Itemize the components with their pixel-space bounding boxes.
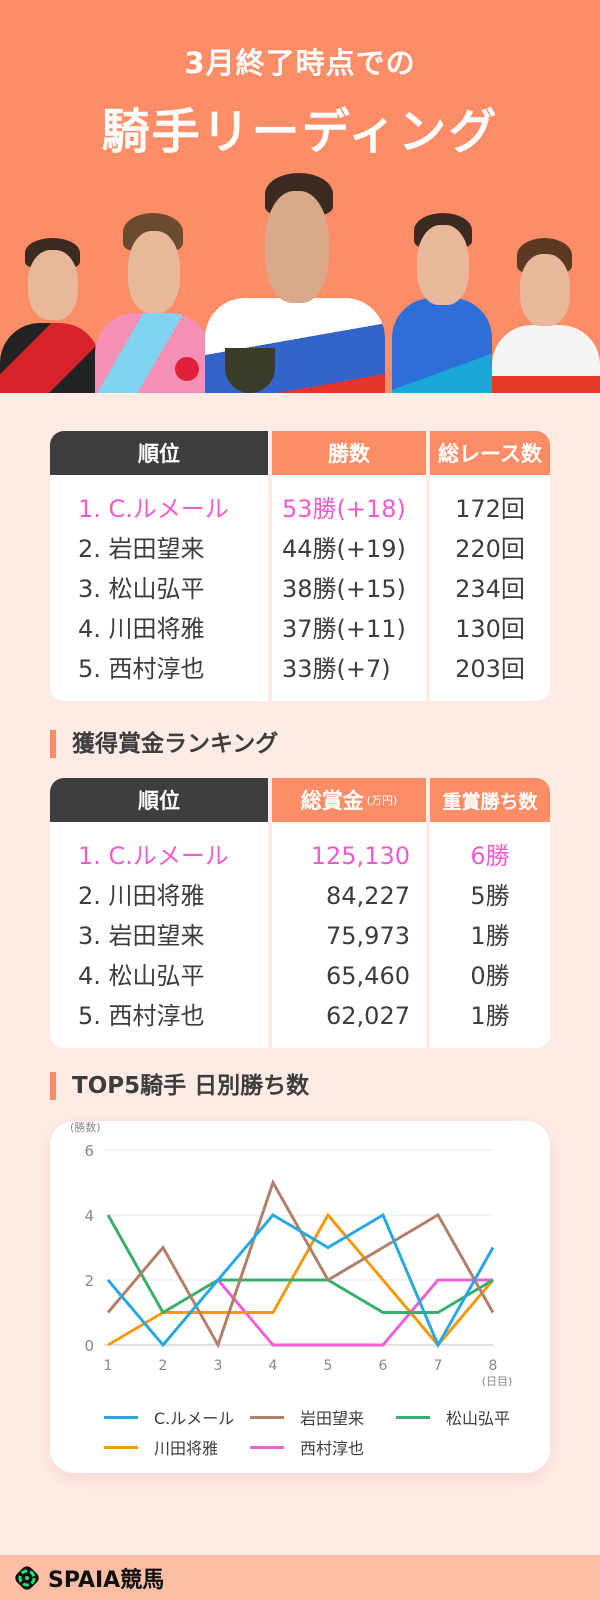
hero-banner: 3月終了時点での 騎手リーディング [0, 0, 600, 393]
x-tick-label: 7 [434, 1358, 443, 1374]
jockey-photo-2 [95, 213, 210, 393]
wins-table: 順位 勝数 総レース数 1. C.ルメール 2. 岩田望来 3. 松山弘平 4.… [50, 431, 550, 701]
y-tick-label: 0 [84, 1337, 94, 1355]
table-row-rank: 2. 岩田望来 [78, 535, 205, 563]
x-tick-label: 5 [324, 1358, 333, 1374]
hero-title: 騎手リーディング [101, 104, 499, 160]
table-row-rank: 3. 松山弘平 [78, 575, 205, 603]
table-row-rank: 1. C.ルメール [78, 495, 229, 523]
table-row-rank: 4. 川田将雅 [78, 615, 205, 643]
chart-section-title: TOP5騎手 日別勝ち数 [50, 1072, 309, 1100]
table-row-rank: 1. C.ルメール [78, 842, 229, 870]
series-line [106, 1212, 495, 1349]
legend-swatch [250, 1445, 284, 1449]
prize-table: 順位 総賞金 (万円) 重賞勝ち数 1. C.ルメール 2. 川田将雅 3. 岩田… [50, 778, 550, 1048]
header-total-prize: 総賞金 (万円) [272, 778, 426, 822]
table-row-wins: 44勝(+19) [282, 535, 406, 563]
table-row-races: 203回 [455, 655, 525, 683]
y-axis-label: (勝数) [70, 1121, 101, 1134]
table-row-wins: 37勝(+11) [282, 615, 406, 643]
header-rank: 順位 [50, 431, 268, 475]
table-row-graded: 6勝 [470, 842, 510, 870]
spaia-logo-icon [15, 1565, 39, 1590]
table-row-graded: 1勝 [470, 922, 510, 950]
prize-column: 125,130 84,227 75,973 65,460 62,027 [272, 822, 426, 1048]
x-tick-label: 3 [214, 1358, 223, 1374]
x-tick-label: 1 [104, 1358, 113, 1374]
header-total-prize-label: 総賞金 [300, 789, 364, 813]
legend-swatch [396, 1415, 430, 1419]
table-row-races: 220回 [455, 535, 525, 563]
legend-label: 岩田望来 [300, 1409, 365, 1428]
x-tick-label: 6 [379, 1358, 388, 1374]
jockey-photo-3 [205, 173, 385, 393]
table-row-prize: 62,027 [326, 1002, 410, 1030]
wins-table-header: 順位 勝数 総レース数 [50, 431, 550, 475]
jockey-photo-5 [492, 238, 600, 393]
table-row-rank: 4. 松山弘平 [78, 962, 205, 990]
legend-item: C.ルメール [104, 1405, 234, 1429]
graded-column: 6勝 5勝 1勝 0勝 1勝 [430, 822, 550, 1048]
legend-item: 川田将雅 [104, 1435, 218, 1459]
legend-label: 川田将雅 [154, 1439, 219, 1458]
jockey-photo-1 [0, 238, 100, 393]
y-tick-label: 6 [84, 1142, 94, 1160]
legend-item: 岩田望来 [250, 1405, 364, 1429]
table-row-races: 234回 [455, 575, 525, 603]
table-row-rank: 5. 西村淳也 [78, 655, 205, 683]
table-row-rank: 2. 川田将雅 [78, 882, 205, 910]
table-row-graded: 1勝 [470, 1002, 510, 1030]
table-row-prize: 75,973 [326, 922, 410, 950]
table-row-wins: 38勝(+15) [282, 575, 406, 603]
header-wins: 勝数 [272, 431, 426, 475]
table-row-prize: 65,460 [326, 962, 410, 990]
table-row-rank: 3. 岩田望来 [78, 922, 205, 950]
line-chart: (勝数) 0 2 4 6 1 2 3 4 5 6 7 8(日目) [70, 1121, 513, 1388]
table-row-races: 172回 [455, 495, 525, 523]
table-row-wins: 53勝(+18) [282, 495, 406, 523]
jockey-photo-4 [392, 213, 492, 393]
table-row-prize: 84,227 [326, 882, 410, 910]
hero-subtitle: 3月終了時点での [184, 46, 416, 80]
rank-column: 1. C.ルメール 2. 岩田望来 3. 松山弘平 4. 川田将雅 5. 西村淳… [50, 475, 268, 701]
series-line [216, 1278, 493, 1347]
legend-label: 西村淳也 [300, 1439, 365, 1458]
table-row-wins: 33勝(+7) [282, 655, 391, 683]
spaia-logo-text: SPAIA競馬 [48, 1567, 165, 1593]
legend-item: 西村淳也 [250, 1435, 364, 1459]
legend-label: C.ルメール [154, 1409, 235, 1428]
rank-column: 1. C.ルメール 2. 川田将雅 3. 岩田望来 4. 松山弘平 5. 西村淳… [50, 822, 268, 1048]
y-tick-label: 4 [84, 1207, 94, 1225]
x-tick-label: 2 [159, 1358, 168, 1374]
header-unit: (万円) [366, 794, 398, 807]
legend-label: 松山弘平 [446, 1409, 511, 1428]
table-row-rank: 5. 西村淳也 [78, 1002, 205, 1030]
legend-item: 松山弘平 [396, 1405, 510, 1429]
prize-section-title: 獲得賞金ランキング [50, 730, 278, 758]
legend-swatch [104, 1445, 138, 1449]
table-row-races: 130回 [455, 615, 525, 643]
series-line [107, 1212, 495, 1348]
prize-table-header: 順位 総賞金 (万円) 重賞勝ち数 [50, 778, 550, 822]
table-row-graded: 0勝 [470, 962, 510, 990]
legend-swatch [104, 1415, 138, 1419]
series-line [106, 1214, 494, 1315]
legend-swatch [250, 1415, 284, 1419]
chart-card: (勝数) 0 2 4 6 1 2 3 4 5 6 7 8 (日目) [50, 1121, 550, 1473]
header-graded-wins: 重賞勝ち数 [430, 778, 550, 822]
header-total-races: 総レース数 [430, 431, 550, 475]
x-axis-label: (日目) [482, 1375, 513, 1388]
x-tick-label: 8 [489, 1358, 498, 1374]
footer: SPAIA競馬 [0, 1555, 600, 1600]
wins-column: 53勝(+18) 44勝(+19) 38勝(+15) 37勝(+11) 33勝(… [272, 475, 426, 701]
x-tick-label: 4 [269, 1358, 278, 1374]
table-row-graded: 5勝 [470, 882, 510, 910]
races-column: 172回 220回 234回 130回 203回 [430, 475, 550, 701]
table-row-prize: 125,130 [310, 842, 410, 870]
header-rank: 順位 [50, 778, 268, 822]
y-tick-label: 2 [84, 1272, 94, 1290]
